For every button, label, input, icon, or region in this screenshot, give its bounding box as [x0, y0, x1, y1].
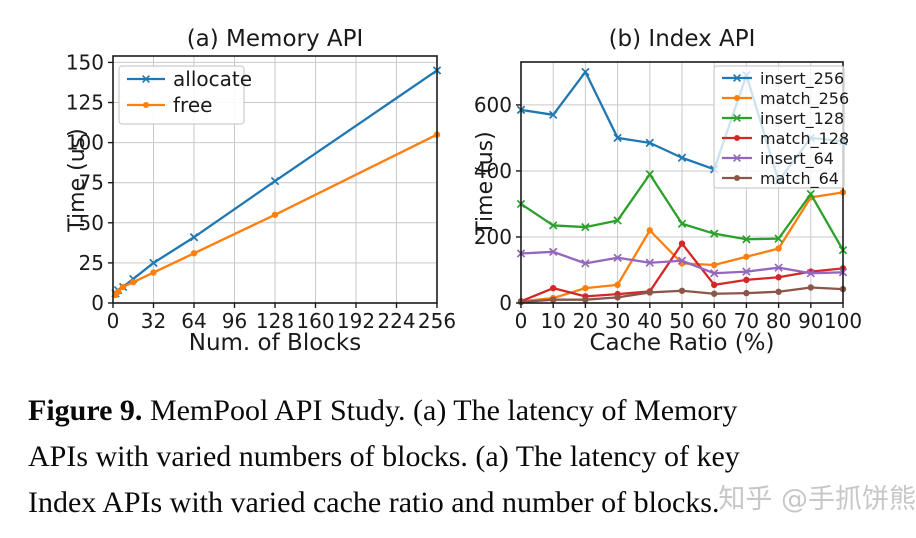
- chart-title: (b) Index API: [609, 26, 756, 52]
- legend-label-insert_256: insert_256: [760, 69, 844, 89]
- svg-text:150: 150: [66, 50, 104, 74]
- chart-b: 0 10 20 30 40 50 60 70 80 90 100 0 200 400 600 (b) Inde…: [473, 26, 862, 356]
- svg-text:10: 10: [540, 309, 565, 333]
- caption-line-3: Index APIs with varied cache ratio and n…: [28, 486, 720, 519]
- legend-label-match_128: match_128: [760, 129, 849, 149]
- svg-text:0: 0: [499, 291, 512, 315]
- caption-line-2: APIs with varied numbers of blocks. (a) …: [28, 440, 740, 473]
- series-group: [111, 66, 442, 299]
- y-axis-label: Time (us): [473, 131, 498, 235]
- charts-canvas: 0 32 64 96 128 160 192 224 2560255075100125150(a…: [65, 26, 862, 356]
- svg-text:192: 192: [337, 309, 375, 333]
- series-match_64: [517, 284, 847, 306]
- legend-label-allocate: allocate: [173, 67, 252, 91]
- series-insert_64: [516, 247, 848, 278]
- svg-text:32: 32: [141, 309, 166, 333]
- svg-text:256: 256: [418, 309, 456, 333]
- svg-text:20: 20: [573, 309, 598, 333]
- svg-text:96: 96: [222, 309, 247, 333]
- svg-text:100: 100: [66, 131, 104, 155]
- svg-text:50: 50: [669, 309, 694, 333]
- gridlines: [112, 56, 438, 304]
- series-free: [112, 131, 441, 299]
- svg-text:0: 0: [107, 309, 120, 333]
- caption-line-1: Figure 9. MemPool API Study. (a) The lat…: [28, 388, 896, 434]
- svg-text:25: 25: [79, 251, 104, 275]
- svg-text:30: 30: [605, 309, 630, 333]
- svg-text:70: 70: [734, 309, 759, 333]
- series-insert_128: [516, 170, 848, 255]
- svg-text:0: 0: [515, 309, 528, 333]
- y-axis-label: Time (us): [65, 128, 90, 232]
- svg-text:80: 80: [766, 309, 791, 333]
- svg-text:100: 100: [824, 309, 862, 333]
- x-axis-label: Num. of Blocks: [189, 330, 361, 356]
- legend-label-insert_64: insert_64: [760, 149, 834, 169]
- svg-text:60: 60: [701, 309, 726, 333]
- legend-label-insert_128: insert_128: [760, 109, 844, 129]
- figure-label: Figure 9.: [28, 394, 143, 427]
- svg-text:40: 40: [637, 309, 662, 333]
- legend: insert_256match_256insert_128match_128in…: [713, 65, 849, 189]
- svg-text:75: 75: [79, 171, 104, 195]
- svg-text:400: 400: [474, 159, 512, 183]
- x-axis-label: Cache Ratio (%): [590, 330, 775, 356]
- figure-caption: Figure 9. MemPool API Study. (a) The lat…: [28, 388, 896, 526]
- svg-text:600: 600: [474, 93, 512, 117]
- legend-label-free: free: [173, 93, 212, 117]
- svg-text:125: 125: [66, 91, 104, 115]
- legend-label-match_64: match_64: [760, 169, 839, 189]
- legend-label-match_256: match_256: [760, 89, 849, 109]
- svg-text:50: 50: [79, 211, 104, 235]
- axes: 0 10 20 30 40 50 60 70 80 90 100 0 200 400 600: [474, 61, 862, 333]
- svg-text:90: 90: [798, 309, 823, 333]
- svg-text:160: 160: [296, 309, 334, 333]
- chart-a: 0 32 64 96 128 160 192 224 256 0 25 50 75 100 125 150 (a…: [65, 26, 456, 356]
- svg-text:0: 0: [91, 291, 104, 315]
- svg-text:224: 224: [377, 309, 415, 333]
- svg-text:200: 200: [474, 225, 512, 249]
- figure-9-plots: 0 32 64 96 128 160 192 224 256 0 25 50 75 100 125 150 (a…: [65, 26, 862, 356]
- caption-line-1-text: MemPool API Study. (a) The latency of Me…: [142, 394, 738, 427]
- svg-text:64: 64: [181, 309, 206, 333]
- chart-title: (a) Memory API: [187, 26, 364, 52]
- svg-text:128: 128: [256, 309, 294, 333]
- axes: 0 32 64 96 128 160 192 224 256 0 25 50 75 100 125 150: [66, 50, 456, 333]
